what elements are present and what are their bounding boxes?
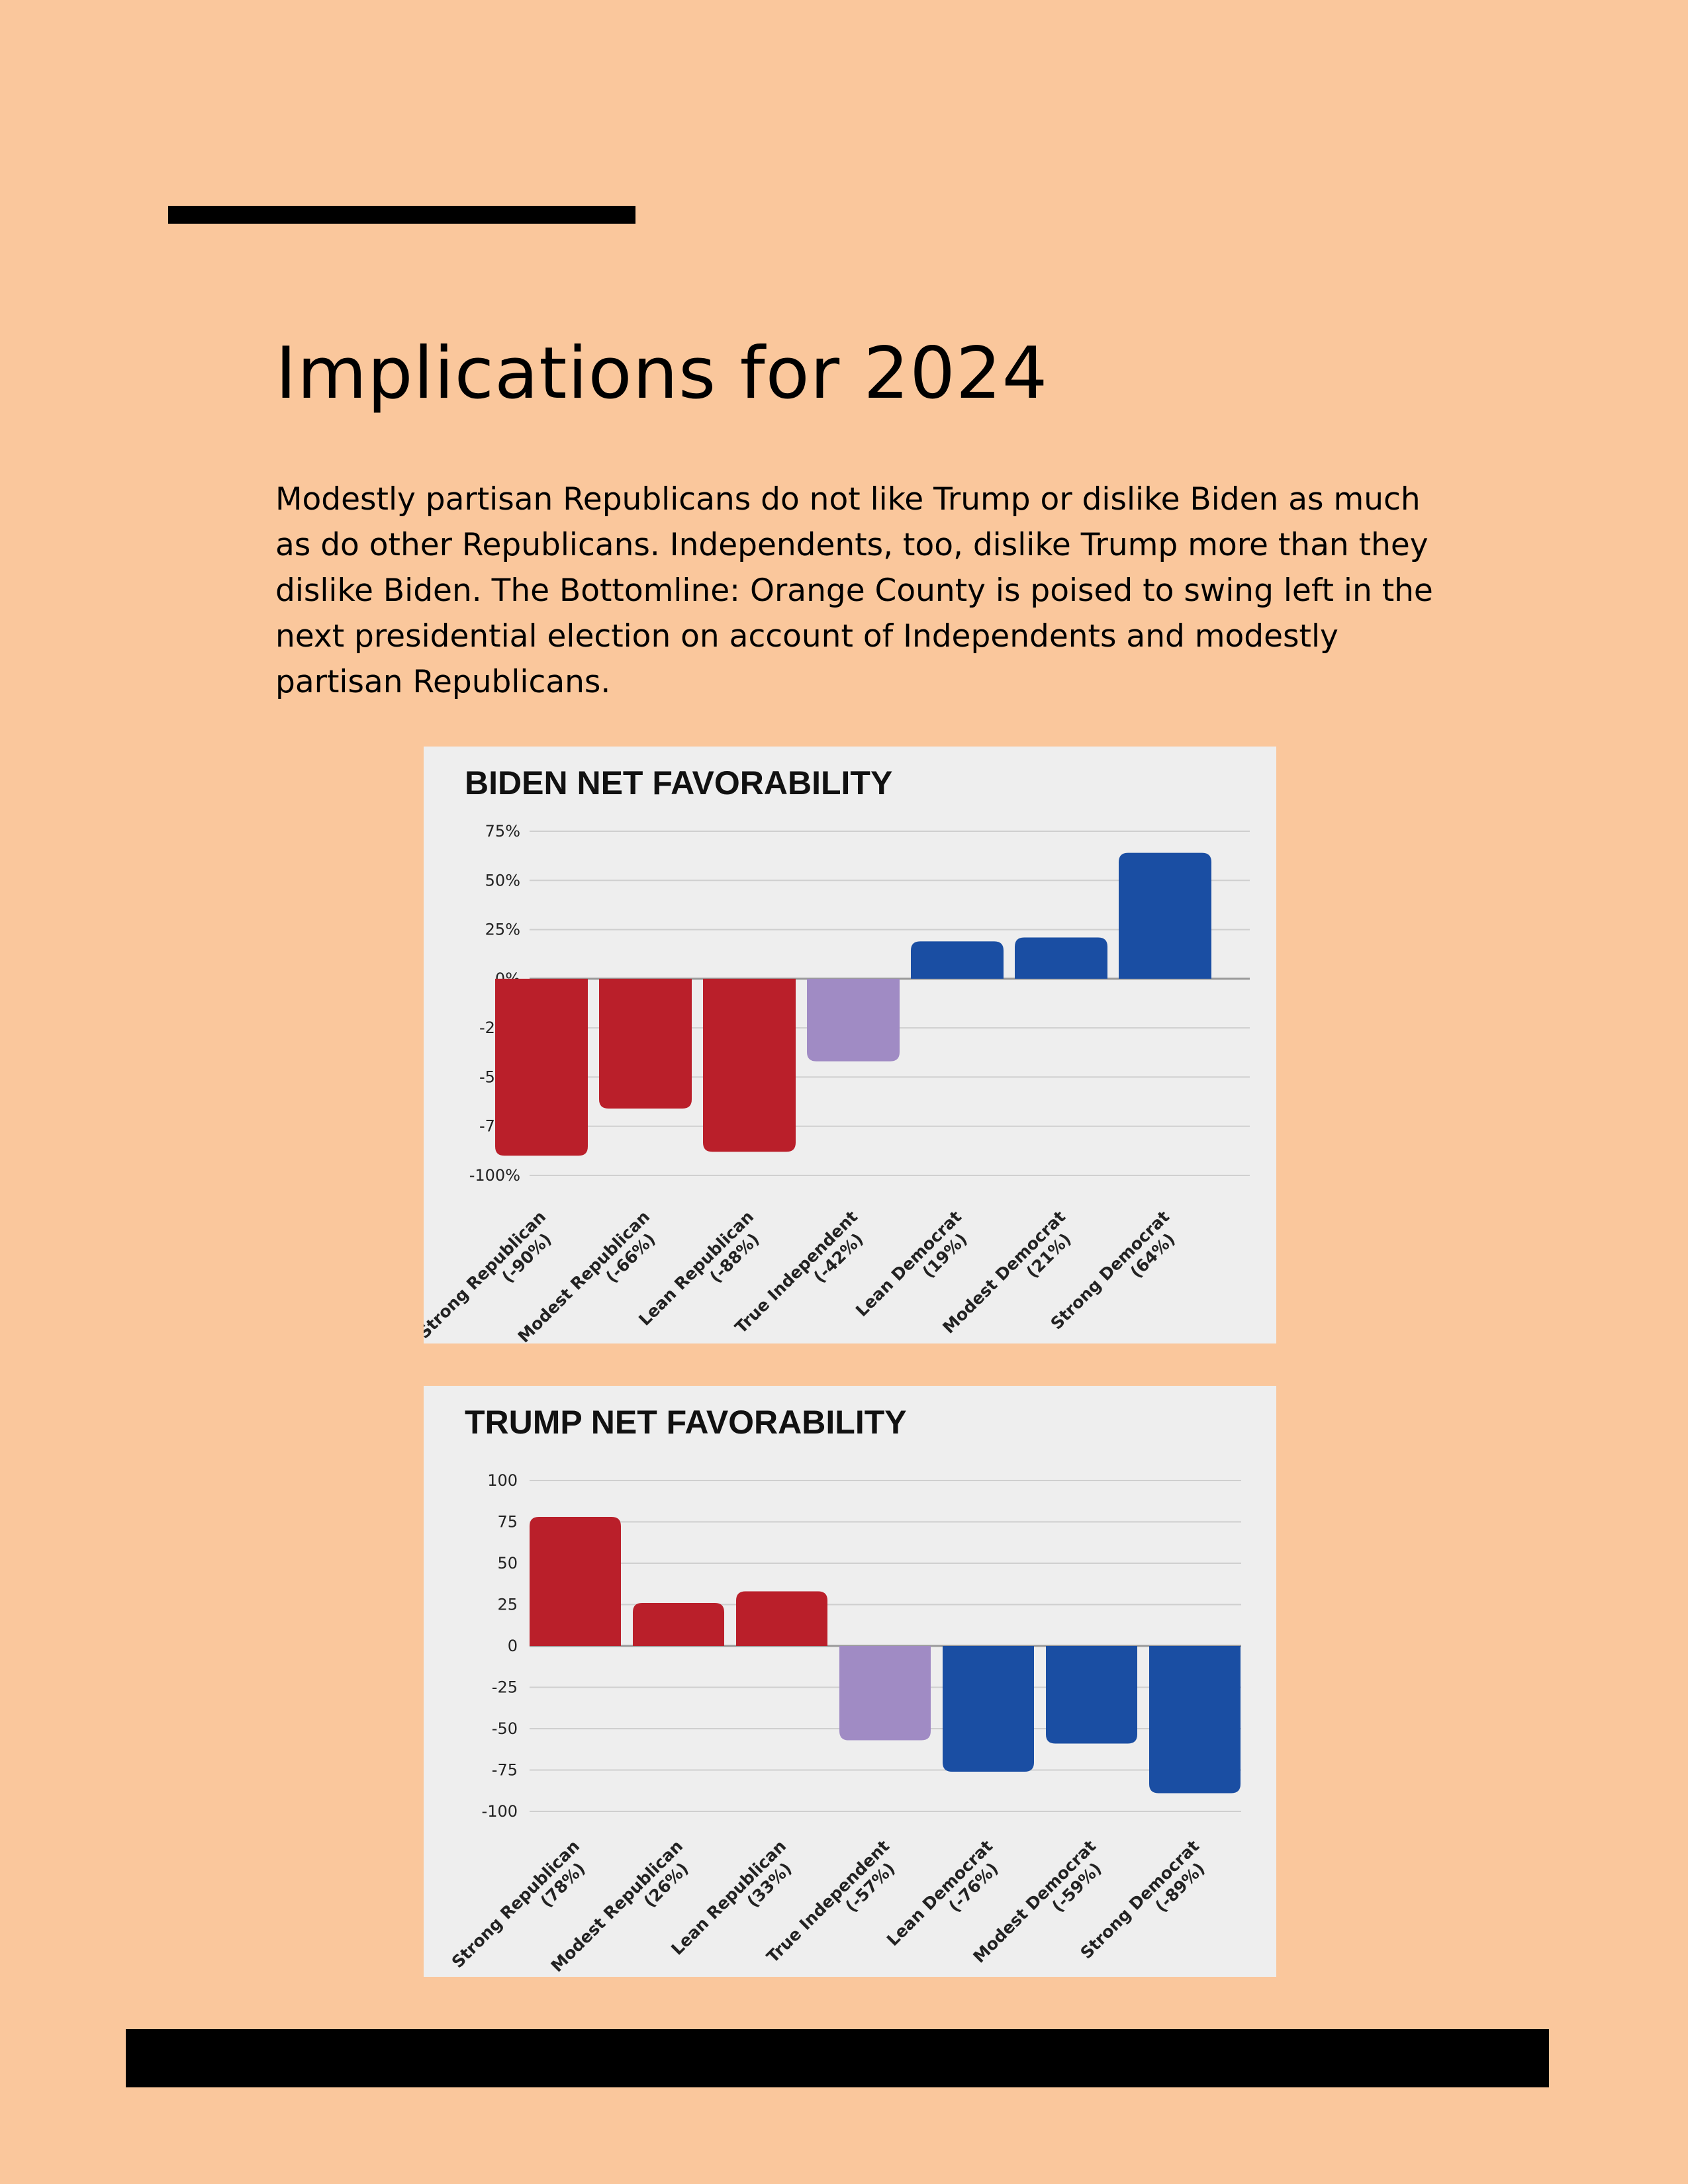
top-decorative-bar <box>168 206 635 224</box>
biden-y-tick-label: 75% <box>485 822 520 841</box>
trump-bar <box>943 1646 1034 1772</box>
biden-chart-plot: 75%50%25%0%-25%-50%-75%-100%Strong Repub… <box>424 822 1250 1343</box>
trump-y-tick-label: 25 <box>497 1596 518 1614</box>
trump-category-label: True Independent(-57%) <box>763 1837 898 1967</box>
biden-y-tick-label: 25% <box>485 921 520 939</box>
trump-chart-title: TRUMP NET FAVORABILITY <box>465 1404 907 1441</box>
trump-y-tick-label: -25 <box>492 1678 518 1697</box>
trump-y-tick-label: 50 <box>497 1554 518 1572</box>
biden-bar <box>495 978 588 1156</box>
biden-category-label: Strong Democrat(64%) <box>1047 1207 1178 1334</box>
trump-bar <box>633 1603 724 1646</box>
biden-bar <box>911 941 1004 979</box>
biden-bar <box>1119 852 1211 979</box>
biden-bar <box>703 978 796 1152</box>
trump-y-tick-label: 0 <box>508 1637 518 1655</box>
trump-y-tick-label: 75 <box>497 1513 518 1531</box>
biden-y-tick-label: 50% <box>485 871 520 889</box>
trump-bar <box>839 1646 931 1741</box>
biden-chart-title: BIDEN NET FAVORABILITY <box>465 764 893 801</box>
biden-bar <box>1015 937 1107 979</box>
trump-category-label: Strong Democrat(-89%) <box>1076 1837 1208 1963</box>
bottom-decorative-bar <box>126 2029 1549 2087</box>
trump-y-tick-label: -50 <box>492 1719 518 1738</box>
biden-bar <box>599 978 692 1109</box>
biden-category-label: True Independent(-42%) <box>731 1207 867 1338</box>
trump-bar <box>736 1591 827 1646</box>
page-title: Implications for 2024 <box>275 332 1049 415</box>
trump-favorability-chart: TRUMP NET FAVORABILITY 100 75 50 25 0 -25 -50 -… <box>424 1386 1276 1977</box>
trump-category-name: Lean Republican <box>667 1837 790 1959</box>
trump-bar <box>1149 1646 1241 1794</box>
biden-bar <box>807 978 900 1062</box>
trump-category-name: Strong Democrat <box>1076 1837 1203 1963</box>
biden-y-tick-label: -100% <box>469 1166 520 1185</box>
trump-y-tick-label: 100 <box>487 1471 518 1490</box>
trump-bar <box>530 1517 621 1646</box>
biden-favorability-chart: BIDEN NET FAVORABILITY 75%50%25%0%-25%-5… <box>424 747 1276 1343</box>
body-paragraph: Modestly partisan Republicans do not lik… <box>275 481 1433 700</box>
trump-y-tick-label: -100 <box>482 1802 518 1821</box>
biden-category-name: Strong Democrat <box>1047 1207 1173 1334</box>
trump-y-tick-label: -75 <box>492 1761 518 1780</box>
trump-bar <box>1046 1646 1137 1744</box>
biden-category-name: Lean Republican <box>635 1207 757 1330</box>
